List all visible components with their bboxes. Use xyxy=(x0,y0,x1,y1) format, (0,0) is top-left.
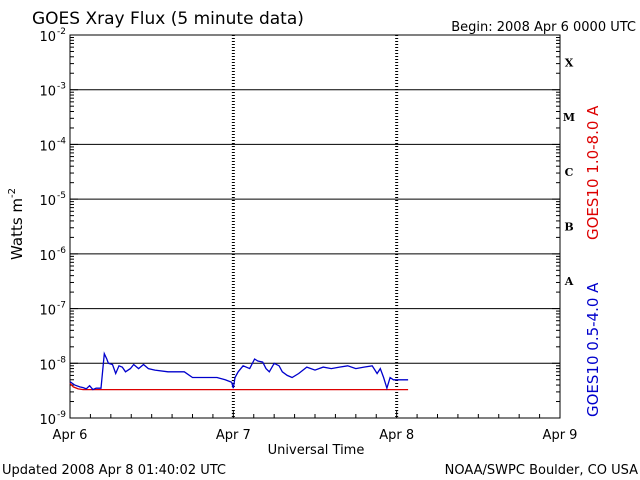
updated-timestamp: Updated 2008 Apr 8 01:40:02 UTC xyxy=(2,463,226,478)
data-series xyxy=(69,351,409,391)
flare-class-label: B xyxy=(564,221,573,234)
y-tick-label-exponent: -3 xyxy=(57,82,66,92)
begin-time: Begin: 2008 Apr 6 0000 UTC xyxy=(451,20,636,35)
data-source: NOAA/SWPC Boulder, CO USA xyxy=(445,463,638,478)
y-axis-label-group: Watts m-2 xyxy=(7,188,26,260)
legend-long-channel-label: GOES10 1.0-8.0 A xyxy=(584,105,602,240)
x-axis-ticks: Apr 6 Apr 7 Apr 8 Apr 9 xyxy=(53,410,578,443)
y-tick-label: 10 xyxy=(39,249,56,264)
y-tick-label-base: 10 xyxy=(39,194,56,209)
y-tick-label-base: 10 xyxy=(39,30,56,45)
y-tick-label: 10 xyxy=(39,194,56,209)
x-tick-label: Apr 7 xyxy=(216,428,251,443)
y-tick-label-exponent: -8 xyxy=(57,355,66,365)
grid-lines xyxy=(70,35,560,418)
legend-short-channel-label: GOES10 0.5-4.0 A xyxy=(584,282,602,417)
x-tick-label: Apr 9 xyxy=(543,428,578,443)
y-tick-label-exponent: -2 xyxy=(57,27,66,37)
y-tick-label: 10 xyxy=(39,85,56,100)
y-tick-label: 10 xyxy=(39,358,56,373)
legend-short-channel: GOES10 0.5-4.0 A xyxy=(584,282,602,417)
flare-class-label: A xyxy=(564,275,574,288)
x-axis-label: Universal Time xyxy=(268,443,365,458)
y-tick-label-exponent: -9 xyxy=(57,410,66,420)
series-short-channel-line xyxy=(69,351,409,391)
y-tick-label-base: 10 xyxy=(39,139,56,154)
flare-class-label: C xyxy=(565,166,574,179)
legend-long-channel: GOES10 1.0-8.0 A xyxy=(584,105,602,240)
chart-title: GOES Xray Flux (5 minute data) xyxy=(32,9,304,29)
x-tick-label: Apr 6 xyxy=(53,428,88,443)
flare-class-label: X xyxy=(565,56,574,69)
flare-class-labels: A B C M X xyxy=(563,56,575,288)
y-tick-label-exponent: -7 xyxy=(57,301,66,311)
y-axis-ticks: 10-910-810-710-610-510-410-310-2 xyxy=(39,27,560,428)
y-axis-label-superscript: -2 xyxy=(7,188,18,198)
y-tick-label: 10 xyxy=(39,30,56,45)
y-tick-label-exponent: -5 xyxy=(57,191,66,201)
y-tick-label-exponent: -6 xyxy=(57,246,66,256)
y-tick-label: 10 xyxy=(39,304,56,319)
y-axis-label: Watts m-2 xyxy=(7,188,26,260)
y-tick-label-base: 10 xyxy=(39,85,56,100)
y-tick-label: 10 xyxy=(39,139,56,154)
y-tick-label-base: 10 xyxy=(39,249,56,264)
y-tick-label-exponent: -4 xyxy=(57,136,66,146)
y-tick-label-base: 10 xyxy=(39,304,56,319)
y-tick-label-base: 10 xyxy=(39,413,56,428)
series-long-channel-line xyxy=(69,382,409,391)
y-tick-label-base: 10 xyxy=(39,358,56,373)
x-tick-label: Apr 8 xyxy=(379,428,414,443)
y-tick-label: 10 xyxy=(39,413,56,428)
flare-class-label: M xyxy=(563,111,575,124)
plot-frame xyxy=(69,34,561,419)
